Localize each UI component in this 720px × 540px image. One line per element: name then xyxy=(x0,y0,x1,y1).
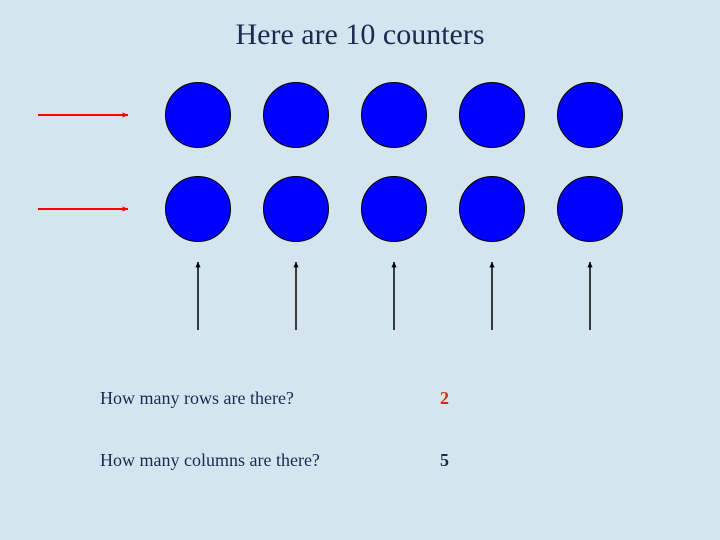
page-title: Here are 10 counters xyxy=(0,18,720,52)
counter xyxy=(165,176,231,242)
counter xyxy=(263,176,329,242)
counter xyxy=(165,82,231,148)
column-arrow-icon xyxy=(195,262,200,330)
counter xyxy=(263,82,329,148)
answer-rows: 2 xyxy=(440,388,449,409)
counter xyxy=(361,82,427,148)
column-arrow-icon xyxy=(391,262,396,330)
question-rows: How many rows are there? xyxy=(100,388,294,409)
column-arrow-icon xyxy=(587,262,592,330)
counter xyxy=(557,176,623,242)
answer-columns: 5 xyxy=(440,450,449,471)
question-columns: How many columns are there? xyxy=(100,450,320,471)
column-arrow-icon xyxy=(489,262,494,330)
column-arrow-icon xyxy=(293,262,298,330)
counter xyxy=(361,176,427,242)
counter xyxy=(459,82,525,148)
row-arrow-icon xyxy=(38,112,128,117)
row-arrow-icon xyxy=(38,206,128,211)
counter xyxy=(557,82,623,148)
counter xyxy=(459,176,525,242)
